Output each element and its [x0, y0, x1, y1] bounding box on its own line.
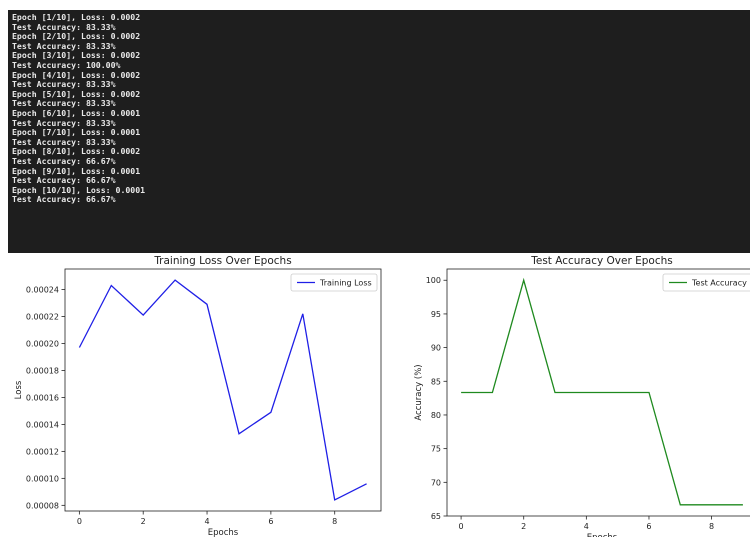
- y-tick-label: 0.00020: [26, 339, 59, 348]
- legend-box: [662, 273, 750, 292]
- y-axis-label: Loss: [14, 380, 24, 399]
- console-line: Epoch [1/10], Loss: 0.0002: [12, 12, 141, 22]
- console-line: Test Accuracy: 83.33%: [12, 40, 116, 51]
- y-tick-label: 0.00012: [26, 447, 59, 456]
- x-tick-label: 8: [332, 517, 337, 526]
- plot-frame: [446, 268, 750, 517]
- x-tick-label: 6: [268, 517, 273, 526]
- y-tick-label: 0.00010: [26, 474, 59, 483]
- series-line-accuracy: [461, 277, 743, 506]
- y-tick-label: 85: [431, 377, 441, 386]
- y-tick-label: 95: [431, 310, 441, 319]
- y-tick-label: 0.00018: [26, 366, 59, 375]
- plot-frame: [64, 268, 382, 512]
- y-axis-label: Accuracy (%): [414, 364, 424, 420]
- chart-title: Training Loss Over Epochs: [153, 255, 291, 267]
- y-tick-label: 80: [431, 411, 441, 420]
- console-line: Test Accuracy: 83.33%: [12, 98, 116, 109]
- legend-label: Test Accuracy: [691, 279, 747, 288]
- output-console: Epoch [1/10], Loss: 0.0002 Test Accuracy:…: [8, 10, 750, 253]
- console-line: Test Accuracy: 83.33%: [12, 21, 116, 32]
- legend-box: [290, 273, 378, 292]
- y-tick-label: 0.00022: [26, 312, 59, 321]
- x-tick-label: 2: [521, 522, 526, 531]
- console-line: Test Accuracy: 66.67%: [12, 194, 116, 205]
- console-line: Epoch [3/10], Loss: 0.0002: [12, 50, 141, 61]
- x-tick-label: 0: [459, 522, 464, 531]
- window-top-edge: [0, 0, 750, 10]
- chart-title: Test Accuracy Over Epochs: [530, 255, 673, 267]
- console-line: Test Accuracy: 66.67%: [12, 175, 116, 186]
- console-line: Test Accuracy: 83.33%: [12, 117, 116, 128]
- console-line: Epoch [2/10], Loss: 0.0002: [12, 31, 141, 42]
- x-tick-label: 0: [77, 517, 82, 526]
- y-tick-label: 0.00016: [26, 393, 59, 402]
- y-tick-label: 90: [431, 344, 441, 353]
- y-tick-label: 0.00024: [26, 286, 59, 295]
- loss-chart: Training Loss Over Epochs 0.00008 0.00010 0…: [14, 255, 382, 537]
- y-tick-label: 100: [426, 276, 441, 285]
- legend: Test Accuracy: [662, 273, 750, 292]
- console-line: Epoch [9/10], Loss: 0.0001: [12, 165, 141, 176]
- console-line: Epoch [4/10], Loss: 0.0002: [12, 69, 141, 80]
- x-tick-label: 8: [709, 522, 714, 531]
- console-line: Test Accuracy: 66.67%: [12, 155, 116, 166]
- legend-label: Training Loss: [319, 279, 372, 288]
- console-line: Test Accuracy: 100.00%: [12, 59, 121, 70]
- y-tick-label: 0.00014: [26, 420, 59, 429]
- console-line: Epoch [6/10], Loss: 0.0001: [12, 107, 141, 118]
- console-line: Epoch [7/10], Loss: 0.0001: [12, 127, 141, 138]
- console-line: Epoch [8/10], Loss: 0.0002: [12, 146, 141, 157]
- console-line: Epoch [5/10], Loss: 0.0002: [12, 88, 141, 99]
- x-tick-label: 6: [646, 522, 651, 531]
- accuracy-chart: Test Accuracy Over Epochs657075808590951…: [414, 255, 750, 537]
- console-line: Epoch [10/10], Loss: 0.0001: [12, 184, 146, 195]
- x-axis-label: Epochs: [587, 533, 618, 537]
- x-tick-label: 2: [141, 517, 146, 526]
- console-line: Test Accuracy: 83.33%: [12, 136, 116, 147]
- y-tick-label: 75: [431, 445, 441, 454]
- x-tick-label: 4: [584, 522, 589, 531]
- series-line-loss: [78, 279, 367, 501]
- y-tick-label: 70: [431, 478, 441, 487]
- legend: Training Loss: [290, 273, 378, 292]
- y-tick-label: 0.00008: [26, 501, 59, 510]
- x-tick-label: 4: [204, 517, 209, 526]
- y-tick-label: 65: [431, 512, 441, 521]
- x-axis-label: Epochs: [208, 528, 239, 537]
- console-line: Test Accuracy: 83.33%: [12, 79, 116, 90]
